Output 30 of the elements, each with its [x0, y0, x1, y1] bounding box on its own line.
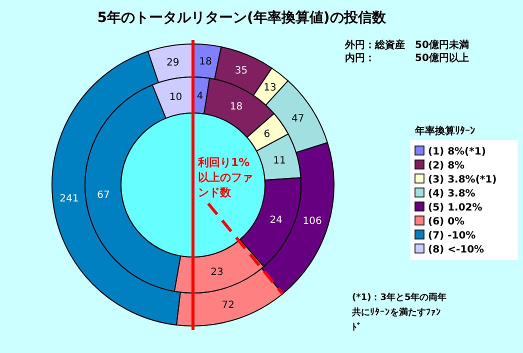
data-label: 23 — [210, 267, 224, 278]
data-label: 241 — [60, 193, 79, 204]
text: 外円：総資産 50億円未満 — [344, 39, 469, 51]
data-label: 72 — [222, 300, 234, 311]
legend-label: (3) 3.8%(*1) — [428, 174, 497, 186]
legend-label: (1) 8%(*1) — [428, 146, 486, 158]
legend-label: (5) 1.02% — [428, 202, 482, 214]
data-label: 11 — [273, 156, 286, 167]
text: 利回り1%以上のファンド数 — [197, 156, 253, 199]
data-label: 13 — [264, 82, 276, 94]
chart-title: 5年のトータルリターン(年率換算値)の投信数 — [97, 9, 387, 26]
data-label: 35 — [234, 66, 248, 77]
text: 内円： 50億円以上 — [345, 52, 469, 64]
data-label: 106 — [302, 216, 322, 227]
data-label: 4 — [196, 90, 204, 102]
legend-title: 年率換算ﾘﾀｰﾝ — [414, 125, 475, 137]
data-label: 47 — [292, 113, 304, 124]
data-label: 29 — [166, 58, 180, 69]
text: (*1)：3年と5年の両年共にﾘﾀｰﾝを満たすﾌｧﾝﾄﾞ — [351, 292, 447, 333]
data-label: 67 — [97, 190, 110, 202]
legend-label: (6) 0% — [428, 216, 465, 228]
data-label: 18 — [230, 102, 243, 113]
data-label: 24 — [270, 215, 282, 226]
legend-label: (4) 3.8% — [428, 188, 476, 200]
data-label: 10 — [169, 92, 182, 104]
data-label: 18 — [199, 56, 212, 68]
legend-label: (7) -10% — [428, 230, 476, 242]
data-label: 6 — [264, 129, 270, 140]
legend-label: (8) <-10% — [428, 244, 484, 256]
legend-label: (2) 8% — [428, 160, 465, 172]
